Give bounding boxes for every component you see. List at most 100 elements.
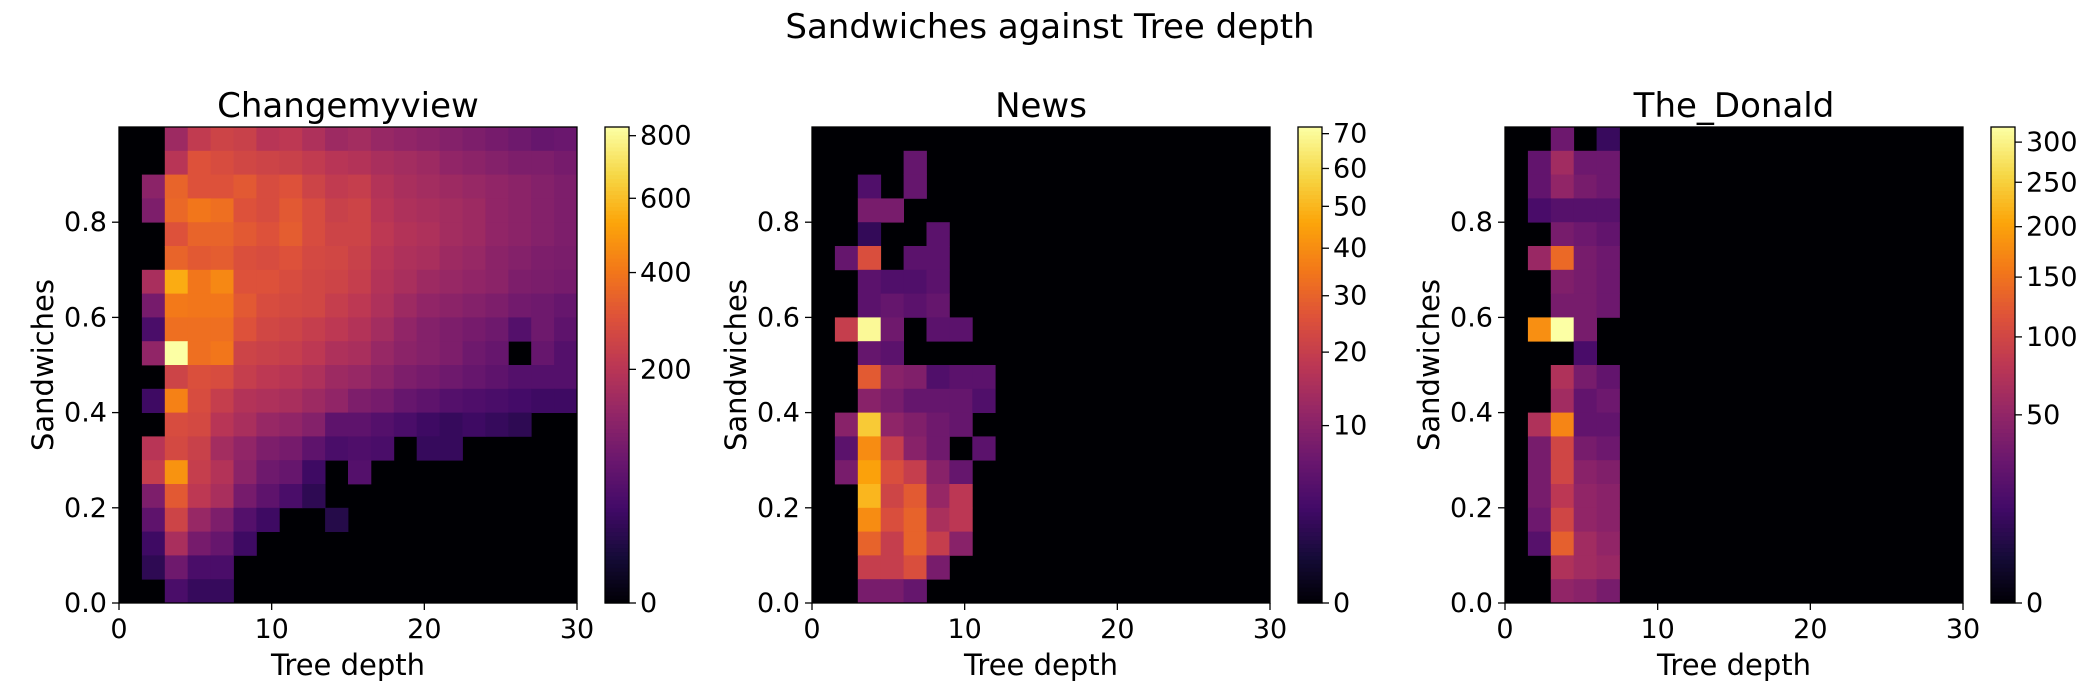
colorbar-segment (1991, 242, 2015, 247)
colorbar-segment (605, 503, 629, 509)
heatmap-cell (302, 484, 326, 509)
y-tick-label: 0.8 (64, 207, 107, 238)
heatmap-cell (880, 555, 904, 580)
colorbar-segment (605, 269, 629, 275)
colorbar-segment (605, 587, 629, 592)
heatmap-cell (880, 293, 904, 318)
colorbar-segment (1991, 222, 2015, 227)
heatmap-cell (554, 246, 578, 271)
heatmap-cell (485, 150, 509, 175)
colorbar: 0 200 400 600 800 (604, 121, 692, 619)
colorbar-segment (1991, 127, 2015, 132)
colorbar-segment (1991, 226, 2015, 231)
colorbar-segment (605, 400, 629, 406)
heatmap-cell (554, 127, 578, 152)
colorbar-segment (1991, 325, 2015, 330)
colorbar-segment (605, 357, 629, 362)
heatmap-cell (210, 579, 234, 604)
colorbar-segment (1991, 436, 2015, 441)
colorbar-segment (1298, 158, 1322, 164)
colorbar-segment (1991, 384, 2015, 390)
y-tick-label: 0.8 (1450, 207, 1493, 238)
y-tick-label: 0.2 (64, 493, 107, 524)
heatmap-cell (348, 317, 372, 342)
colorbar-segment (1298, 170, 1322, 176)
heatmap-cell (187, 222, 211, 247)
colorbar-segment (1991, 543, 2015, 549)
y-tick-label: 0.0 (757, 588, 800, 619)
colorbar-segment (605, 242, 629, 247)
colorbar-segment (605, 182, 629, 188)
colorbar-segment (605, 234, 629, 239)
heatmap-cell (370, 317, 395, 342)
heatmap-cell (348, 246, 372, 271)
heatmap-cell (903, 555, 927, 580)
colorbar-segment (605, 333, 629, 338)
colorbar-segment (1298, 206, 1322, 211)
colorbar-segment (605, 158, 629, 164)
colorbar-tick-label: 30 (1333, 281, 1367, 312)
heatmap-cell (485, 269, 509, 294)
heatmap-cell (279, 269, 303, 294)
heatmap-cell (926, 222, 950, 247)
heatmap-cell (370, 269, 395, 294)
heatmap-cell (1573, 531, 1597, 556)
heatmap-cell (439, 412, 463, 437)
heatmap-cell (210, 412, 234, 437)
x-tick-label: 0 (110, 614, 127, 645)
colorbar-segment (1298, 575, 1322, 580)
heatmap-cell (903, 460, 927, 485)
colorbar-segment (605, 218, 629, 223)
colorbar-segment (605, 484, 629, 489)
colorbar-tick-label: 70 (1333, 119, 1367, 150)
heatmap-cell (880, 460, 904, 485)
colorbar-tick-label: 600 (640, 183, 692, 214)
panel-title: News (995, 86, 1087, 126)
colorbar-segment (1991, 246, 2015, 251)
heatmap-cell (302, 269, 326, 294)
heatmap-cell (508, 365, 532, 390)
colorbar-segment (605, 436, 629, 441)
colorbar-segment (605, 230, 629, 235)
heatmap-cell (903, 388, 927, 413)
heatmap-cell (325, 412, 349, 437)
heatmap-cell (164, 174, 189, 199)
heatmap-cell (903, 507, 927, 532)
heatmap-cell (141, 507, 166, 532)
heatmap-cell (164, 460, 189, 485)
heatmap-cell (531, 269, 555, 294)
colorbar-segment (1991, 249, 2015, 255)
heatmap-cell (141, 531, 166, 556)
heatmap-cell (903, 484, 927, 509)
heatmap-cell (256, 507, 280, 532)
colorbar-segment (1991, 400, 2015, 406)
heatmap-cell (949, 507, 973, 532)
colorbar-segment (1991, 285, 2015, 291)
panel-title: Changemyview (217, 86, 479, 126)
colorbar-segment (605, 555, 629, 560)
colorbar-segment (1298, 127, 1322, 132)
colorbar-segment (1298, 150, 1322, 156)
colorbar-segment (1991, 202, 2015, 207)
panel-title: The_Donald (1633, 86, 1835, 126)
colorbar-segment (1991, 305, 2015, 311)
colorbar-segment (1298, 305, 1322, 311)
heatmap-cell (393, 150, 418, 175)
colorbar-segment (1298, 293, 1322, 299)
colorbar-segment (605, 571, 629, 576)
heatmap-cell (233, 222, 257, 247)
heatmap-cell (926, 484, 950, 509)
colorbar-segment (1991, 146, 2015, 152)
heatmap-cell (880, 317, 904, 342)
heatmap-cell (857, 341, 882, 366)
colorbar-segment (1298, 587, 1322, 592)
heatmap-cell (508, 246, 532, 271)
heatmap-cell (485, 317, 509, 342)
colorbar-segment (605, 563, 629, 568)
colorbar-segment (1298, 499, 1322, 505)
colorbar-segment (1298, 436, 1322, 441)
colorbar-segment (1991, 575, 2015, 580)
x-axis-label: Tree depth (270, 648, 425, 682)
heatmap-cell (1550, 579, 1575, 604)
heatmap-cell (233, 317, 257, 342)
